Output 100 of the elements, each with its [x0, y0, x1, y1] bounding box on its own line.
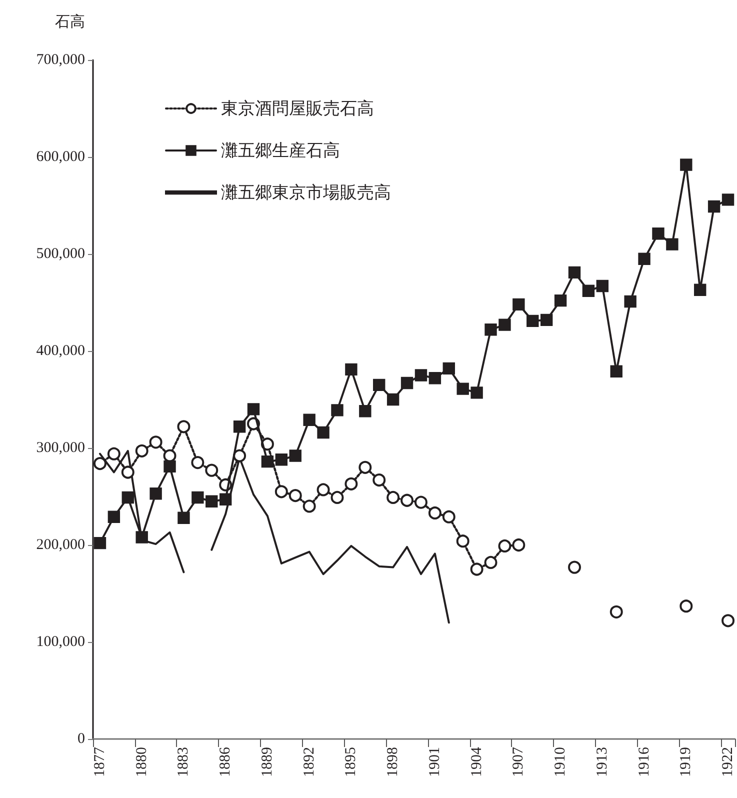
point — [358, 460, 372, 474]
point — [456, 534, 470, 548]
point — [247, 403, 260, 416]
point — [121, 466, 134, 479]
y-tick-label: 0 — [78, 731, 85, 747]
point — [498, 539, 512, 552]
point — [568, 560, 581, 574]
point — [275, 454, 288, 466]
point — [177, 420, 190, 434]
point — [386, 393, 400, 406]
point — [512, 538, 526, 552]
point — [428, 506, 442, 520]
point — [484, 324, 497, 336]
y-tick-label: 100,000 — [36, 634, 85, 650]
point — [400, 494, 414, 507]
point — [708, 200, 720, 213]
point — [122, 491, 134, 504]
point — [289, 450, 302, 462]
x-tick-label: 1898 — [385, 747, 402, 777]
point — [164, 460, 176, 473]
point — [680, 158, 692, 171]
point — [107, 447, 120, 460]
point — [442, 362, 455, 375]
x-tick-label: 1883 — [176, 747, 192, 777]
point — [94, 536, 106, 550]
point — [163, 449, 176, 462]
point — [638, 252, 650, 265]
point — [442, 510, 456, 524]
x-tick-label: 1901 — [426, 747, 443, 777]
x-tick-label: 1895 — [343, 747, 360, 777]
point — [428, 372, 442, 384]
point — [722, 614, 735, 628]
point — [610, 605, 623, 618]
point — [330, 490, 344, 504]
point — [470, 562, 484, 576]
point — [414, 369, 428, 382]
y-tick-label: 700,000 — [36, 52, 85, 68]
point — [610, 365, 622, 378]
point — [470, 386, 483, 399]
x-tick-label: 1886 — [218, 746, 234, 777]
x-tick-label: 1913 — [594, 747, 610, 777]
point — [722, 194, 734, 206]
x-tick-label: 1877 — [92, 746, 108, 777]
point — [316, 483, 330, 496]
x-tick-label: 1919 — [678, 747, 694, 777]
y-tick-label: 200,000 — [36, 537, 85, 553]
point — [386, 490, 400, 504]
x-tick-label: 1922 — [720, 747, 736, 777]
point — [303, 414, 316, 426]
x-tick-label: 1910 — [552, 747, 569, 777]
legend-label: 東京酒問屋販売石高 — [221, 99, 374, 118]
point — [93, 457, 106, 470]
legend-label: 灘五郷生産石高 — [221, 141, 340, 160]
point — [135, 444, 148, 458]
point — [302, 500, 316, 513]
point — [331, 404, 344, 416]
x-tick-label: 1892 — [301, 747, 318, 777]
point — [205, 464, 218, 477]
point — [372, 474, 386, 487]
point — [206, 495, 218, 508]
x-tick-label: 1907 — [510, 746, 527, 777]
point — [150, 487, 162, 500]
point — [484, 556, 498, 569]
point — [233, 449, 246, 462]
point — [149, 436, 162, 449]
point — [373, 378, 386, 392]
point — [317, 426, 330, 439]
point — [456, 382, 469, 395]
point — [219, 493, 232, 506]
y-tick-label: 600,000 — [36, 149, 85, 165]
point — [288, 489, 302, 502]
y-tick-label: 300,000 — [36, 440, 85, 456]
point — [274, 485, 288, 498]
point — [694, 284, 706, 296]
point — [108, 510, 120, 523]
point — [178, 512, 190, 524]
point — [414, 496, 428, 509]
point — [526, 314, 539, 328]
point — [233, 420, 246, 433]
x-tick-label: 1916 — [636, 746, 652, 777]
point — [400, 376, 414, 390]
y-tick-label: 400,000 — [36, 343, 85, 359]
point — [191, 456, 204, 470]
point — [261, 455, 274, 468]
point — [344, 477, 358, 490]
point — [568, 266, 581, 279]
point — [498, 318, 511, 331]
point — [624, 295, 636, 308]
y-axis-title: 石高 — [55, 14, 85, 30]
point — [652, 228, 664, 240]
point — [136, 531, 148, 544]
point — [540, 314, 553, 326]
x-tick-label: 1904 — [468, 746, 485, 777]
x-tick-label: 1880 — [134, 747, 150, 777]
point — [192, 491, 204, 504]
point — [582, 284, 595, 297]
legend-label: 灘五郷東京市場販売高 — [221, 183, 391, 202]
point — [680, 600, 693, 613]
point — [596, 280, 609, 292]
point — [345, 363, 358, 376]
